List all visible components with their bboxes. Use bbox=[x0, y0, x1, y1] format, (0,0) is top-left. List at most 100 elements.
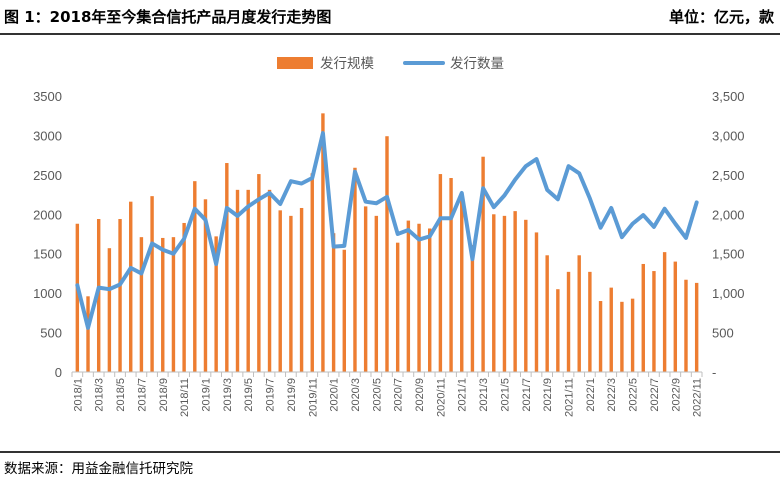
y-left-tick-label: 0 bbox=[55, 365, 62, 380]
bar-issuance-scale bbox=[566, 271, 571, 372]
bar-issuance-scale bbox=[598, 301, 603, 372]
y-left-tick-label: 1500 bbox=[33, 247, 62, 262]
bar-issuance-scale bbox=[225, 163, 229, 372]
figure-title: 图 1：2018年至今集合信托产品月度发行走势图 bbox=[4, 8, 332, 26]
legend: 发行规模 发行数量 bbox=[277, 56, 504, 72]
x-tick-label: 2022/1 bbox=[585, 378, 597, 412]
x-tick-label: 2022/9 bbox=[670, 378, 682, 412]
x-tick-label: 2020/7 bbox=[393, 378, 405, 412]
bar-issuance-scale bbox=[321, 113, 325, 372]
bar-issuance-scale bbox=[107, 248, 112, 372]
bar-issuance-scale bbox=[139, 237, 144, 372]
bar-issuance-scale bbox=[694, 282, 699, 372]
x-tick-label: 2022/11 bbox=[692, 378, 704, 417]
x-tick-label: 2018/7 bbox=[136, 378, 148, 412]
bar-issuance-scale bbox=[502, 215, 507, 372]
unit-label: 单位：亿元，款 bbox=[668, 8, 774, 26]
y-right-tick-label: - bbox=[712, 365, 716, 380]
x-tick-label: 2020/5 bbox=[371, 378, 383, 412]
plot-area: 0 500 1000 1500 2000 2500 3000 3500 - 500 1,000 1,5… bbox=[33, 89, 744, 417]
bar-issuance-scale bbox=[673, 261, 678, 372]
y-left-tick-label: 2500 bbox=[33, 168, 62, 183]
y-right-tick-label: 2,500 bbox=[712, 168, 745, 183]
y-left-tick-label: 1000 bbox=[33, 286, 62, 301]
bar-issuance-scale bbox=[534, 232, 539, 372]
x-tick-label: 2019/11 bbox=[307, 378, 319, 417]
bar-issuance-scale bbox=[438, 174, 443, 372]
x-tick-label: 2020/1 bbox=[329, 378, 341, 412]
x-tick-label: 2021/11 bbox=[564, 378, 576, 417]
bar-issuance-scale bbox=[299, 207, 304, 372]
x-tick-label: 2019/5 bbox=[243, 378, 255, 412]
bar-issuance-scale bbox=[310, 173, 314, 372]
y-left-tick-label: 2000 bbox=[33, 207, 62, 222]
bar-issuance-scale bbox=[96, 219, 101, 372]
bar-issuance-scale bbox=[267, 189, 272, 372]
bar-issuance-scale bbox=[684, 279, 688, 372]
bar-issuance-scale bbox=[556, 289, 560, 372]
bar-issuance-scale bbox=[385, 136, 389, 372]
bar-issuance-scale bbox=[513, 211, 517, 372]
bar-issuance-scale bbox=[417, 223, 421, 372]
bar-issuance-scale bbox=[150, 196, 154, 372]
line-issuance-count bbox=[75, 131, 699, 330]
x-tick-label: 2022/5 bbox=[628, 378, 640, 412]
bar-issuance-scale bbox=[395, 242, 400, 372]
chart-header: 图 1：2018年至今集合信托产品月度发行走势图 单位：亿元，款 bbox=[0, 0, 780, 30]
x-tick-label: 2021/7 bbox=[521, 378, 533, 412]
y-right-tick-label: 500 bbox=[712, 326, 734, 341]
x-tick-label: 2020/11 bbox=[435, 378, 447, 417]
x-tick-label: 2021/9 bbox=[542, 378, 554, 412]
x-tick-label: 2019/3 bbox=[222, 378, 234, 412]
y-left-tick-label: 500 bbox=[40, 326, 62, 341]
bar-issuance-scale bbox=[257, 174, 261, 372]
bar-issuance-scale bbox=[129, 201, 133, 372]
x-tick-label: 2021/5 bbox=[499, 378, 511, 412]
x-tick-label: 2019/9 bbox=[286, 378, 298, 412]
bar-issuance-scale bbox=[182, 222, 186, 372]
bar-issuance-scale bbox=[331, 233, 336, 372]
bar-issuance-scale bbox=[363, 206, 368, 372]
bar-issuance-scale bbox=[278, 210, 282, 372]
bar-issuance-scale bbox=[428, 228, 432, 372]
source-note: 数据来源：用益金融信托研究院 bbox=[4, 461, 193, 477]
y-right-tick-label: 1,000 bbox=[712, 286, 745, 301]
bar-issuance-scale bbox=[641, 263, 645, 372]
bar-issuance-scale bbox=[449, 178, 453, 372]
y-right-tick-label: 3,000 bbox=[712, 128, 745, 143]
bar-issuance-scale bbox=[86, 296, 90, 372]
bar-issuance-scale bbox=[662, 252, 667, 372]
x-tick-label: 2018/5 bbox=[115, 378, 127, 412]
bar-issuance-scale bbox=[171, 237, 176, 372]
bar-issuance-scale bbox=[289, 215, 293, 372]
x-tick-label: 2022/3 bbox=[606, 378, 618, 412]
bar-issuance-scale bbox=[193, 181, 197, 372]
x-tick-label: 2018/11 bbox=[179, 378, 191, 417]
x-tick-label: 2020/9 bbox=[414, 378, 426, 412]
bar-issuance-scale bbox=[652, 271, 656, 372]
y-right-tick-label: 3,500 bbox=[712, 89, 745, 104]
bar-issuance-scale bbox=[620, 301, 624, 372]
y-right-tick-label: 2,000 bbox=[712, 207, 745, 222]
x-tick-label: 2018/9 bbox=[158, 378, 170, 412]
y-left-tick-label: 3000 bbox=[33, 128, 62, 143]
bar-issuance-scale bbox=[470, 245, 475, 372]
x-tick-label: 2020/3 bbox=[350, 378, 362, 412]
bar-issuance-scale bbox=[203, 199, 208, 372]
bar-issuance-scale bbox=[588, 271, 592, 372]
bar-issuance-scale bbox=[609, 287, 613, 372]
bar-issuance-scale bbox=[75, 223, 80, 372]
x-tick-label: 2018/3 bbox=[94, 378, 106, 412]
bar-issuance-scale bbox=[406, 220, 411, 372]
bar-issuance-scale bbox=[353, 167, 357, 372]
bar-issuance-scale bbox=[630, 298, 635, 372]
bar-issuance-scale bbox=[577, 255, 581, 372]
x-tick-label: 2021/3 bbox=[478, 378, 490, 412]
x-tick-label: 2018/1 bbox=[72, 378, 84, 412]
bar-issuance-scale bbox=[214, 236, 218, 372]
bar-issuance-scale bbox=[545, 255, 549, 372]
x-tick-label: 2022/7 bbox=[649, 378, 661, 412]
x-tick-label: 2021/1 bbox=[457, 378, 469, 412]
bar-issuance-scale bbox=[492, 214, 496, 372]
header-rule bbox=[0, 33, 780, 35]
